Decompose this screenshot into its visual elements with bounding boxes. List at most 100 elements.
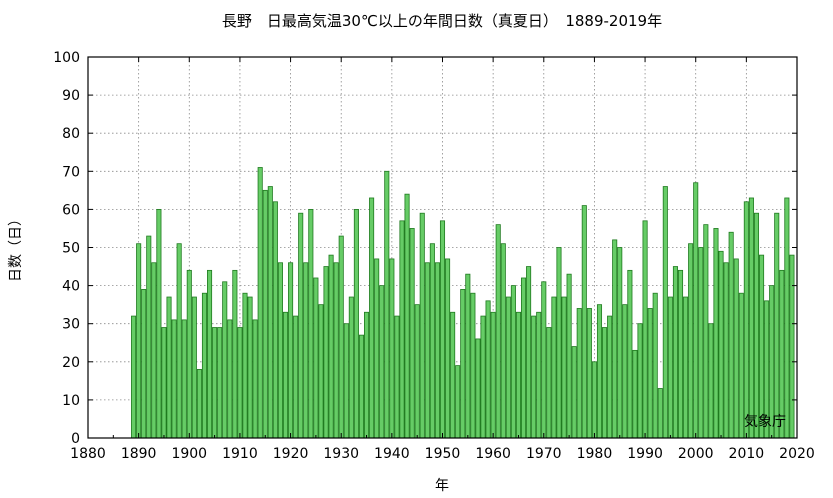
bar-1944 [409,228,415,439]
bar-1954 [460,289,466,439]
bar-1914 [257,167,263,439]
bar-1964 [510,285,516,439]
y-tick-label: 90 [62,88,80,104]
bar-1905 [212,327,218,439]
x-axis-label: 年 [435,478,449,494]
y-tick-label: 70 [62,164,80,180]
bar-1967 [526,266,532,439]
bar-1900 [186,269,192,439]
y-tick-label: 50 [62,241,80,257]
bar-1948 [429,243,435,439]
bar-1949 [434,262,440,439]
bar-1957 [475,338,481,439]
bar-1940 [389,258,395,439]
bar-1977 [576,308,582,439]
bar-2007 [728,231,734,439]
bar-1891 [141,289,147,439]
bar-1921 [293,315,299,439]
y-tick-label: 40 [62,279,80,295]
bar-2003 [708,323,714,439]
bar-1906 [217,327,223,439]
bar-1973 [556,247,562,439]
bar-1932 [348,296,354,439]
bar-1989 [637,323,643,439]
bar-1901 [191,296,197,439]
bar-1995 [667,296,673,439]
bar-2012 [753,212,760,439]
bar-1953 [455,365,461,439]
bar-1929 [333,262,339,439]
bar-1962 [500,243,506,439]
bar-1950 [439,220,446,439]
bar-1898 [176,243,182,439]
bar-1986 [622,304,628,439]
bar-1933 [353,208,359,439]
x-tick-label: 1950 [425,446,461,462]
x-tick-label: 1960 [475,446,511,462]
bar-1893 [151,262,157,439]
bar-1935 [364,311,370,439]
x-tick-label: 1890 [121,446,157,462]
bar-1970 [541,281,547,439]
bar-1961 [495,224,501,439]
bar-1903 [201,292,208,439]
bar-1980 [591,361,597,439]
y-tick-label: 60 [62,202,80,218]
bar-1974 [561,296,567,439]
bar-1928 [328,254,334,439]
bar-1984 [612,239,618,439]
bar-1916 [267,186,273,439]
bar-1911 [242,292,248,439]
bar-1931 [343,323,349,439]
y-tick-label: 20 [62,355,80,371]
bar-2017 [779,269,785,439]
credit-label: 気象庁 [744,414,786,430]
bars [131,167,795,439]
bar-2009 [738,292,744,439]
bar-1937 [374,258,380,439]
bar-1976 [571,346,577,439]
bar-1971 [546,327,552,439]
x-tick-label: 1970 [526,446,562,462]
bar-1966 [520,277,527,439]
bar-1993 [657,388,663,439]
bar-1919 [282,311,289,439]
bar-1909 [232,269,238,439]
x-tick-label: 1910 [222,446,258,462]
bar-1999 [688,243,694,439]
bar-1927 [323,266,329,439]
bar-2000 [693,182,699,439]
bar-1926 [318,304,324,439]
bar-1981 [596,304,603,439]
bar-1894 [156,208,162,439]
bar-1912 [247,296,253,439]
bar-1910 [237,327,243,439]
bar-1992 [652,292,658,439]
x-tick-label: 1990 [627,446,663,462]
bar-1955 [465,273,471,439]
bar-1915 [262,189,268,439]
bar-1979 [586,308,592,439]
bar-2010 [743,201,749,439]
bar-1942 [399,220,405,439]
bar-2006 [723,262,729,439]
bar-1987 [627,269,633,439]
bar-1936 [369,197,375,439]
bar-2016 [774,212,780,439]
bar-1969 [536,311,542,439]
bar-2018 [784,197,790,439]
x-tick-label: 1880 [70,446,106,462]
bar-2001 [698,247,704,439]
bar-2002 [703,224,709,439]
bar-2013 [759,254,765,439]
y-tick-label: 80 [62,126,80,142]
bar-1917 [272,201,278,439]
y-tick-label: 100 [53,50,80,66]
bar-1939 [384,170,390,439]
x-axis: 1880 1890 1900 1910 1920 1930 1940 1950 1960 1970… [70,57,815,462]
bar-1913 [252,319,258,439]
bar-1892 [146,235,152,439]
bar-1943 [404,193,410,439]
bar-1938 [379,285,385,439]
bar-2008 [733,258,739,439]
